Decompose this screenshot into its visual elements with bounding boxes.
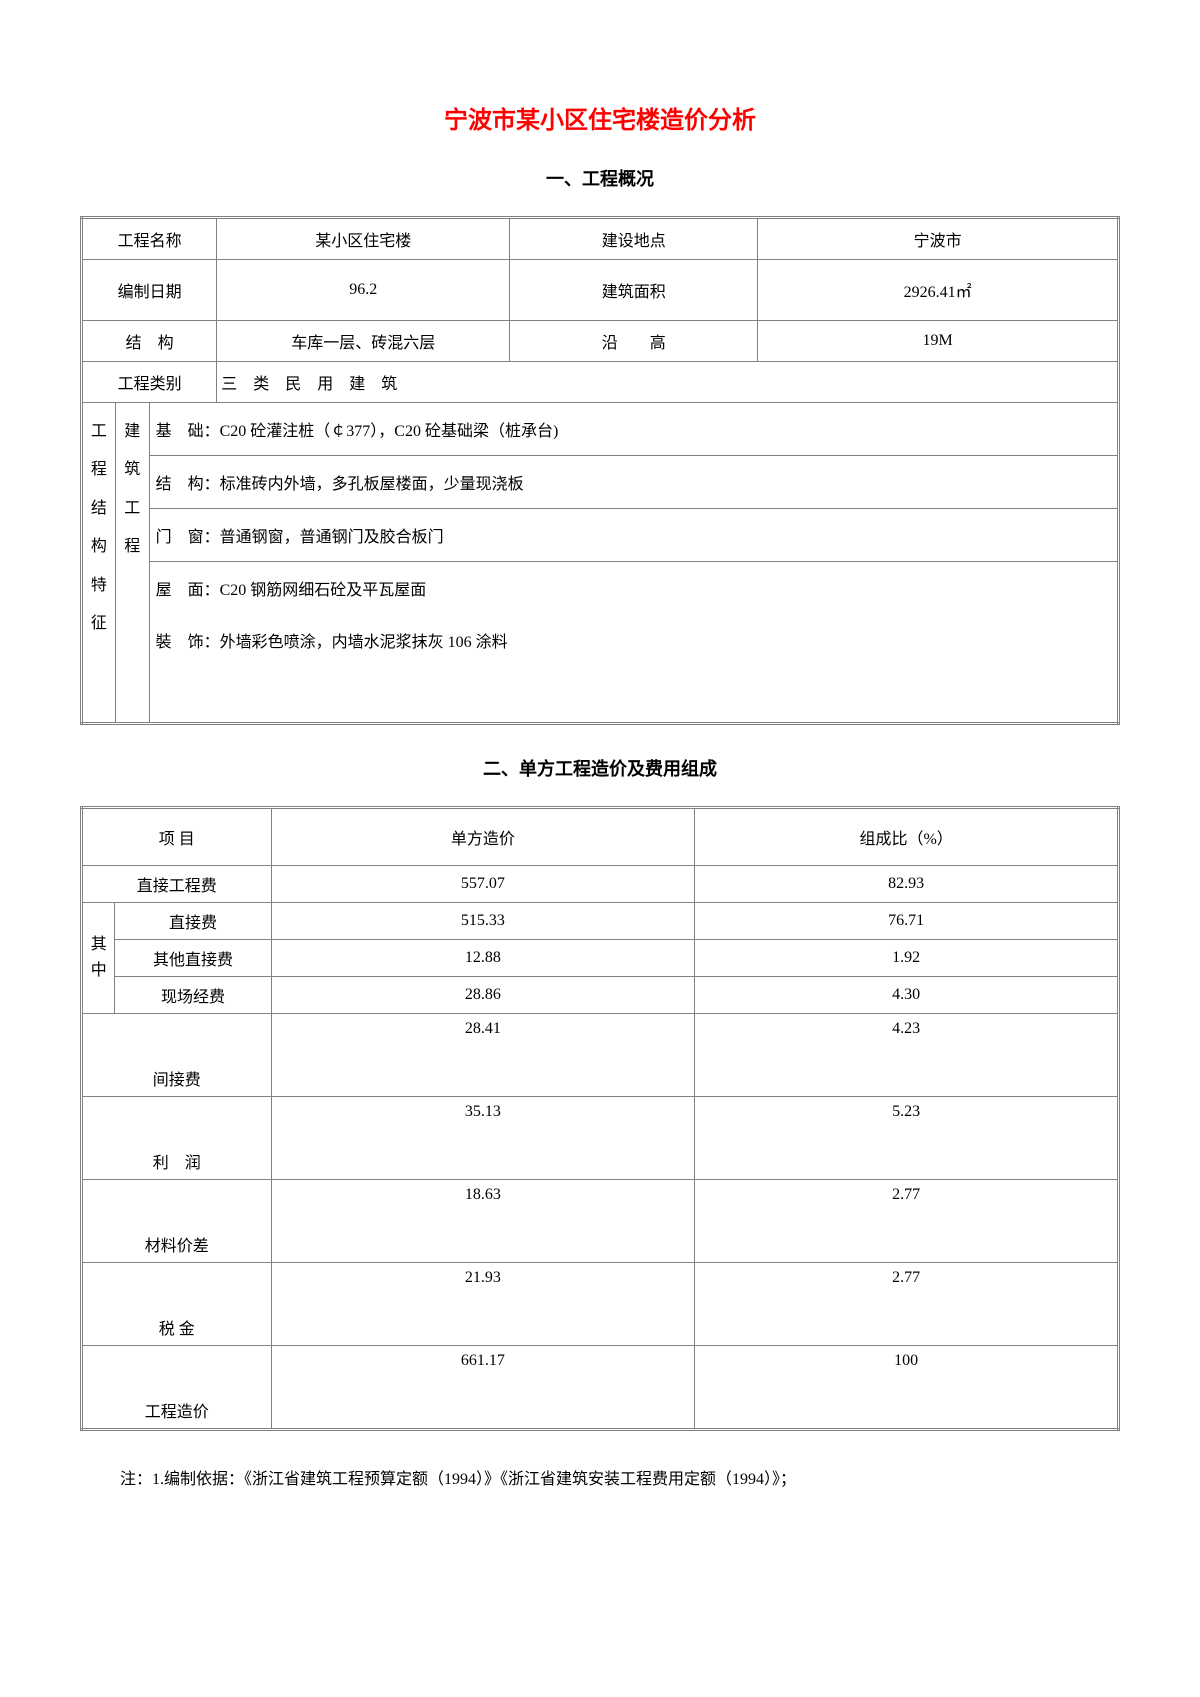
footnote: 注：1.编制依据：《浙江省建筑工程预算定额（1994）》《浙江省建筑安装工程费用… — [120, 1466, 1080, 1495]
cell-structure: 车库一层、砖混六层 — [217, 321, 510, 362]
cell-location: 宁波市 — [758, 218, 1119, 260]
cost-header-price: 单方造价 — [271, 808, 695, 866]
cell-category: 三 类 民 用 建 筑 — [217, 362, 1119, 403]
cost-ratio: 4.30 — [695, 977, 1119, 1014]
cell-date: 96.2 — [217, 260, 510, 321]
cell-project-name: 某小区住宅楼 — [217, 218, 510, 260]
cost-row: 利 润 35.13 5.23 — [82, 1097, 1119, 1180]
cost-header-item: 项 目 — [82, 808, 272, 866]
cost-ratio: 4.23 — [695, 1014, 1119, 1097]
cost-label: 现场经费 — [115, 977, 271, 1014]
cost-qizhong: 其 中 — [82, 903, 115, 1014]
cost-ratio: 2.77 — [695, 1180, 1119, 1263]
cost-header-ratio: 组成比（%） — [695, 808, 1119, 866]
cell-area: 2926.41㎡ — [758, 260, 1119, 321]
section-2-heading: 二、单方工程造价及费用组成 — [80, 755, 1120, 781]
cost-price: 21.93 — [271, 1263, 695, 1346]
cell-feature-4: 屋 面：C20 钢筋网细石砼及平瓦屋面 — [149, 562, 1118, 615]
cost-ratio: 82.93 — [695, 866, 1119, 903]
cell-area-label: 建筑面积 — [510, 260, 758, 321]
cost-price: 661.17 — [271, 1346, 695, 1430]
cost-row: 其 中 直接费 515.33 76.71 — [82, 903, 1119, 940]
cost-label: 其他直接费 — [115, 940, 271, 977]
cost-ratio: 100 — [695, 1346, 1119, 1430]
cell-feature-2: 结 构：标准砖内外墙，多孔板屋楼面，少量现浇板 — [149, 456, 1118, 509]
cell-height: 19M — [758, 321, 1119, 362]
cell-feature-3: 门 窗：普通钢窗，普通钢门及胶合板门 — [149, 509, 1118, 562]
cell-structure-label: 结 构 — [82, 321, 217, 362]
overview-table: 工程名称 某小区住宅楼 建设地点 宁波市 编制日期 96.2 建筑面积 2926… — [80, 216, 1120, 725]
cost-row: 现场经费 28.86 4.30 — [82, 977, 1119, 1014]
cost-price: 515.33 — [271, 903, 695, 940]
cost-price: 28.41 — [271, 1014, 695, 1097]
cell-date-label: 编制日期 — [82, 260, 217, 321]
cost-price: 35.13 — [271, 1097, 695, 1180]
cost-row: 材料价差 18.63 2.77 — [82, 1180, 1119, 1263]
cost-price: 18.63 — [271, 1180, 695, 1263]
document-title: 宁波市某小区住宅楼造价分析 — [80, 100, 1120, 135]
cost-label: 工程造价 — [82, 1346, 272, 1430]
cost-row: 其他直接费 12.88 1.92 — [82, 940, 1119, 977]
cell-height-label: 沿 高 — [510, 321, 758, 362]
cost-price: 557.07 — [271, 866, 695, 903]
cell-project-name-label: 工程名称 — [82, 218, 217, 260]
cell-location-label: 建设地点 — [510, 218, 758, 260]
cell-feature-v2: 建 筑 工 程 — [115, 403, 149, 724]
cost-price: 28.86 — [271, 977, 695, 1014]
cost-label: 税 金 — [82, 1263, 272, 1346]
cost-label: 直接工程费 — [82, 866, 272, 903]
cost-ratio: 5.23 — [695, 1097, 1119, 1180]
cost-row: 工程造价 661.17 100 — [82, 1346, 1119, 1430]
cost-label: 直接费 — [115, 903, 271, 940]
cell-category-label: 工程类别 — [82, 362, 217, 403]
cost-price: 12.88 — [271, 940, 695, 977]
cost-row: 直接工程费 557.07 82.93 — [82, 866, 1119, 903]
cost-ratio: 2.77 — [695, 1263, 1119, 1346]
cell-feature-5: 裝 饰：外墙彩色喷涂，内墙水泥浆抹灰 106 涂料 — [149, 614, 1118, 724]
cost-row: 间接费 28.41 4.23 — [82, 1014, 1119, 1097]
cost-ratio: 76.71 — [695, 903, 1119, 940]
cost-label: 间接费 — [82, 1014, 272, 1097]
cell-feature-1: 基 础：C20 砼灌注桩（￠377），C20 砼基础梁（桩承台) — [149, 403, 1118, 456]
cost-ratio: 1.92 — [695, 940, 1119, 977]
cell-feature-v1: 工 程 结 构 特 征 — [82, 403, 116, 724]
cost-row: 税 金 21.93 2.77 — [82, 1263, 1119, 1346]
cost-label: 材料价差 — [82, 1180, 272, 1263]
section-1-heading: 一、工程概况 — [80, 165, 1120, 191]
cost-label: 利 润 — [82, 1097, 272, 1180]
cost-table: 项 目 单方造价 组成比（%） 直接工程费 557.07 82.93 其 中 直… — [80, 806, 1120, 1431]
